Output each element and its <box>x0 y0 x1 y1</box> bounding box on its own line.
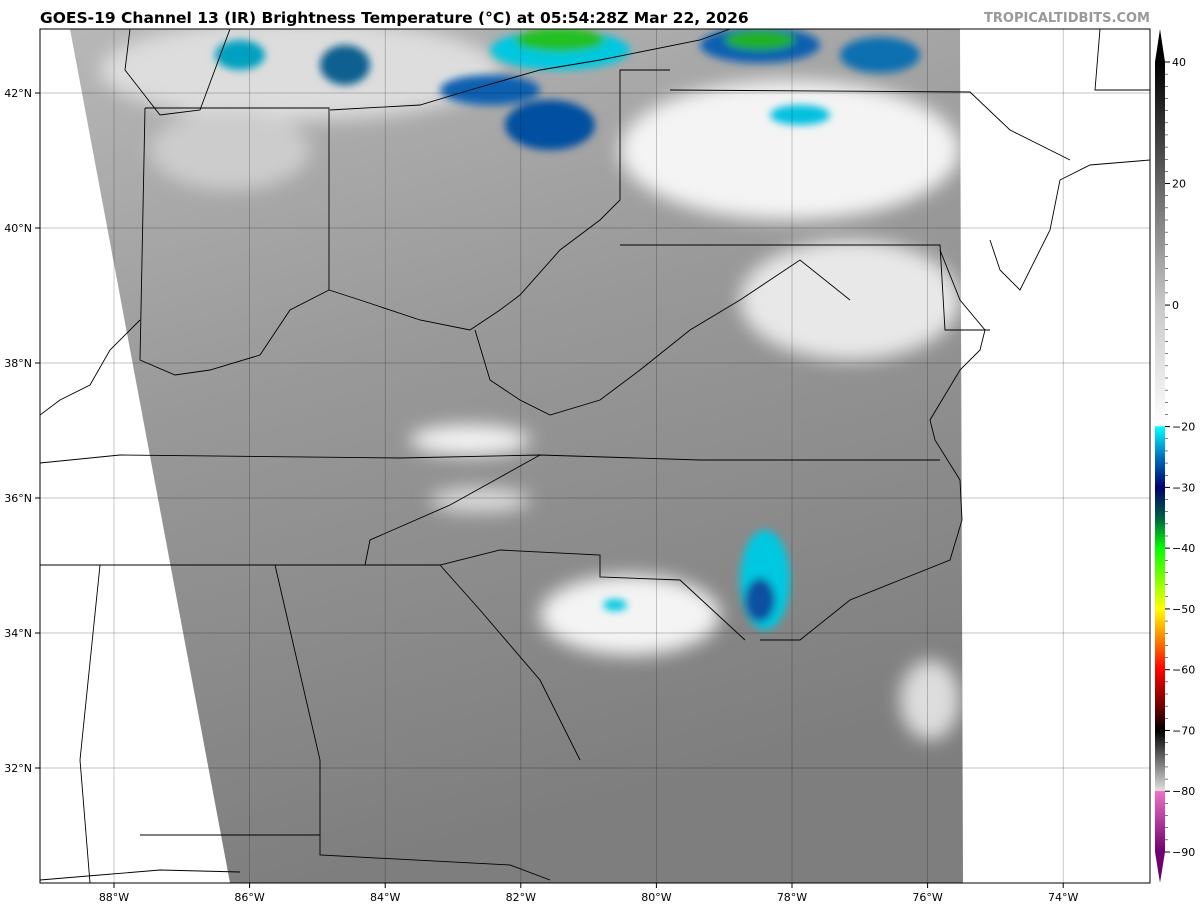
ir-imagery <box>70 29 963 883</box>
lat-label: 42°N <box>4 87 32 100</box>
lat-label: 38°N <box>4 357 32 370</box>
grid-lines <box>40 29 1150 883</box>
colorbar-label: 20 <box>1172 178 1186 191</box>
state-borders <box>40 29 1150 883</box>
lon-label: 76°W <box>912 891 942 904</box>
colorbar-label: −50 <box>1172 603 1195 616</box>
lat-label: 32°N <box>4 762 32 775</box>
watermark: TROPICALTIDBITS.COM <box>984 11 1150 26</box>
colorbar-max-arrow <box>1155 29 1165 62</box>
colorbar-min-arrow <box>1155 852 1165 883</box>
colorbar-label: −40 <box>1172 542 1195 555</box>
lat-label: 34°N <box>4 627 32 640</box>
colorbar: 40 20 0 −20 −30 −40 −50 −60 −70 −80 −90 <box>1155 29 1195 883</box>
lon-label: 82°W <box>506 891 536 904</box>
lon-label: 78°W <box>777 891 807 904</box>
lon-label: 86°W <box>234 891 264 904</box>
lon-label: 88°W <box>99 891 129 904</box>
map-title: GOES-19 Channel 13 (IR) Brightness Tempe… <box>40 9 749 27</box>
lat-label: 36°N <box>4 492 32 505</box>
lon-label: 84°W <box>370 891 400 904</box>
colorbar-label: −90 <box>1172 846 1195 859</box>
colorbar-label: −30 <box>1172 481 1195 494</box>
colorbar-label: 40 <box>1172 56 1186 69</box>
lon-label: 74°W <box>1048 891 1078 904</box>
colorbar-gradient <box>1155 62 1165 852</box>
colorbar-label: 0 <box>1172 299 1179 312</box>
lat-label: 40°N <box>4 222 32 235</box>
lon-label: 80°W <box>641 891 671 904</box>
colorbar-label: −80 <box>1172 785 1195 798</box>
colorbar-label: −70 <box>1172 724 1195 737</box>
colorbar-label: −60 <box>1172 664 1195 677</box>
map-frame <box>39 28 1151 884</box>
colorbar-label: −20 <box>1172 421 1195 434</box>
